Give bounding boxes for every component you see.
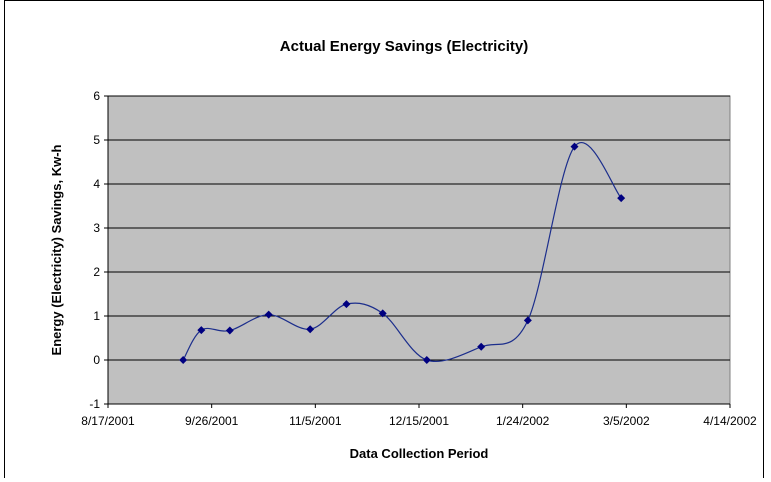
data-point-marker bbox=[523, 316, 532, 325]
data-point-marker bbox=[617, 194, 626, 203]
x-tick-label: 11/5/2001 bbox=[289, 414, 342, 428]
data-point-marker bbox=[179, 356, 188, 364]
x-tick-label: 1/24/2002 bbox=[496, 414, 550, 428]
series-markers bbox=[179, 142, 626, 364]
y-tick-labels: -1 0 1 2 3 4 5 6 bbox=[89, 89, 100, 411]
data-point-marker bbox=[264, 310, 273, 319]
data-point-marker bbox=[422, 356, 431, 364]
x-tick-label: 9/26/2001 bbox=[185, 414, 239, 428]
x-tick-labels: 8/17/2001 9/26/2001 11/5/2001 12/15/2001 1/2… bbox=[81, 414, 757, 428]
y-tick-label: 6 bbox=[93, 89, 100, 103]
x-tick-label: 8/17/2001 bbox=[81, 414, 135, 428]
data-point-marker bbox=[378, 309, 387, 318]
y-tick-label: 3 bbox=[93, 221, 100, 235]
x-tick-label: 12/15/2001 bbox=[389, 414, 449, 428]
axes bbox=[104, 95, 731, 408]
x-tick-label: 3/5/2002 bbox=[603, 414, 650, 428]
data-point-marker bbox=[570, 142, 579, 151]
y-axis-title: Energy (Electricity) Savings, Kw-h bbox=[49, 144, 64, 355]
y-tick-label: 2 bbox=[93, 265, 100, 279]
y-tick-label: 0 bbox=[93, 353, 100, 367]
y-tick-label: 4 bbox=[93, 177, 100, 191]
data-point-marker bbox=[225, 326, 234, 335]
gridlines bbox=[108, 95, 730, 361]
y-tick-label: 5 bbox=[93, 133, 100, 147]
y-tick-label: -1 bbox=[89, 397, 100, 411]
chart-area: Actual Energy Savings (Electricity) -1 0 1… bbox=[4, 0, 764, 478]
y-tick-label: 1 bbox=[93, 309, 100, 323]
data-point-marker bbox=[197, 326, 206, 335]
chart-title: Actual Energy Savings (Electricity) bbox=[280, 38, 528, 55]
line-chart: Actual Energy Savings (Electricity) -1 0 1… bbox=[49, 38, 757, 461]
plot-area bbox=[107, 95, 731, 405]
data-point-marker bbox=[477, 342, 486, 351]
x-tick-label: 4/14/2002 bbox=[703, 414, 757, 428]
x-axis-title: Data Collection Period bbox=[350, 446, 489, 461]
data-point-marker bbox=[306, 325, 315, 334]
data-point-marker bbox=[342, 300, 351, 309]
